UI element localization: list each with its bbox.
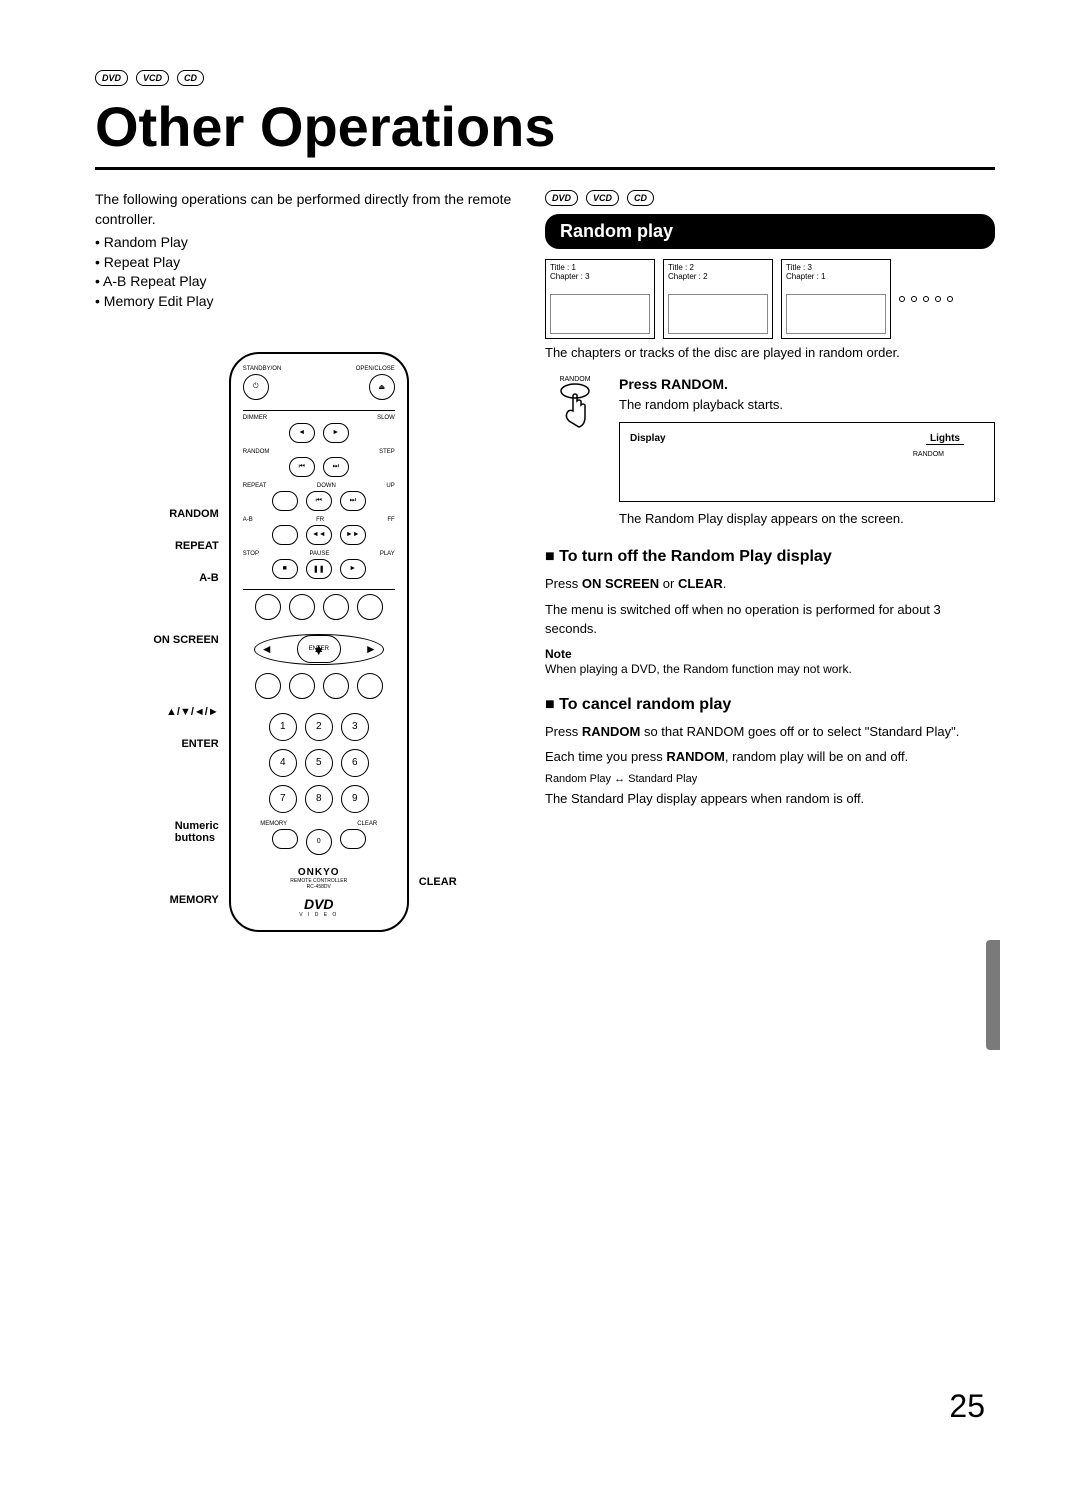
badge-cd: CD	[177, 70, 204, 86]
dpad: ▲ ▼ ◄ ► ENTER	[254, 634, 384, 665]
list-item: Repeat Play	[95, 253, 515, 273]
body-text: Press ON SCREEN or CLEAR.	[545, 574, 995, 594]
intro-text: The following operations can be performe…	[95, 190, 515, 229]
section-header-random: Random play	[545, 214, 995, 249]
toggle-text: Random Play ↔ Standard Play	[545, 773, 995, 785]
continuation-dots	[899, 296, 953, 302]
right-column: DVD VCD CD Random play Title : 1 Chapter…	[545, 190, 995, 932]
step-text: The random playback starts.	[619, 396, 995, 414]
step-random: RANDOM Press RANDOM. The random playback…	[545, 376, 995, 528]
remote-diagram: RANDOM REPEAT A-B ON SCREEN ▲/▼/◄/► ENTE…	[95, 352, 515, 932]
step-title: Press RANDOM.	[619, 376, 995, 392]
media-badges-right: DVD VCD CD	[545, 190, 995, 206]
remote-callouts-left: RANDOM REPEAT A-B ON SCREEN ▲/▼/◄/► ENTE…	[153, 378, 228, 906]
body-text: The Standard Play display appears when r…	[545, 789, 995, 809]
left-column: The following operations can be performe…	[95, 190, 515, 932]
callout-numeric: Numeric buttons	[175, 820, 219, 844]
display-label: Display	[630, 433, 666, 445]
subheading-cancel: To cancel random play	[545, 696, 995, 714]
step-text: The Random Play display appears on the s…	[619, 510, 995, 528]
page-title: Other Operations	[95, 94, 995, 170]
diagram-frame: Title : 3 Chapter : 1	[781, 259, 891, 339]
list-item: Memory Edit Play	[95, 292, 515, 312]
callout-enter: ENTER	[181, 738, 218, 750]
callout-onscreen: ON SCREEN	[153, 634, 218, 646]
diagram-caption: The chapters or tracks of the disc are p…	[545, 345, 995, 360]
list-item: Random Play	[95, 233, 515, 253]
note-label: Note	[545, 647, 995, 661]
titles-diagram: Title : 1 Chapter : 3 Title : 2 Chapter …	[545, 259, 995, 339]
subheading-turnoff: To turn off the Random Play display	[545, 548, 995, 566]
list-item: A-B Repeat Play	[95, 272, 515, 292]
remote-callouts-right: CLEAR	[409, 396, 457, 888]
badge-vcd: VCD	[136, 70, 169, 86]
page-number: 25	[949, 1388, 985, 1425]
callout-arrows: ▲/▼/◄/►	[166, 706, 219, 718]
media-badges-top: DVD VCD CD	[95, 70, 995, 86]
callout-random: RANDOM	[169, 508, 219, 520]
numeric-pad: 123 456 789	[269, 713, 369, 813]
body-text: Each time you press RANDOM, random play …	[545, 747, 995, 767]
lights-label: Lights	[926, 433, 964, 445]
standby-button: ⏻	[243, 374, 269, 400]
side-tab	[986, 940, 1000, 1050]
open-close-button: ⏏	[369, 374, 395, 400]
press-icon: RANDOM	[545, 376, 605, 528]
note-text: When playing a DVD, the Random function …	[545, 661, 995, 678]
callout-clear: CLEAR	[419, 876, 457, 888]
operations-list: Random Play Repeat Play A-B Repeat Play …	[95, 233, 515, 311]
callout-ab: A-B	[199, 572, 219, 584]
display-box: Display Lights RANDOM	[619, 422, 995, 502]
diagram-frame: Title : 1 Chapter : 3	[545, 259, 655, 339]
callout-memory: MEMORY	[170, 894, 219, 906]
remote-controller: STANDBY/ON OPEN/CLOSE ⏻ ⏏ DIMMERSLOW ◄► …	[229, 352, 409, 932]
brand-logo: ONKYO	[298, 867, 340, 878]
dvd-logo: DVD	[304, 896, 334, 912]
hand-pointer-icon	[555, 383, 595, 433]
body-text: Press RANDOM so that RANDOM goes off or …	[545, 722, 995, 742]
callout-repeat: REPEAT	[175, 540, 219, 552]
random-indicator: RANDOM	[913, 451, 944, 458]
body-text: The menu is switched off when no operati…	[545, 600, 995, 639]
diagram-frame: Title : 2 Chapter : 2	[663, 259, 773, 339]
badge-dvd: DVD	[95, 70, 128, 86]
